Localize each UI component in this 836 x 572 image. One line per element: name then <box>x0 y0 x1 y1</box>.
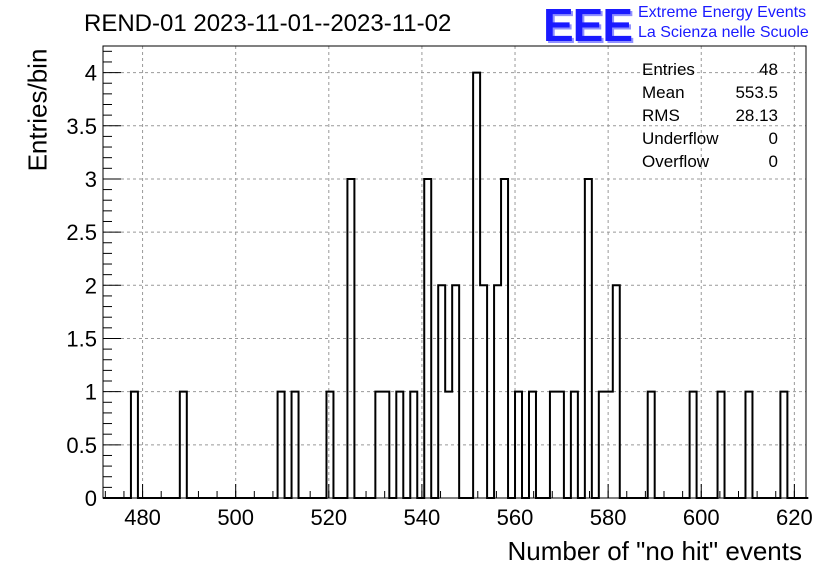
stat-label: Underflow <box>642 129 719 148</box>
stat-label: Entries <box>642 60 695 79</box>
stat-label: Overflow <box>642 152 710 171</box>
stat-value: 0 <box>768 129 778 148</box>
y-tick-label: 1.5 <box>66 326 97 351</box>
x-tick-label: 580 <box>590 505 627 530</box>
x-tick-label: 560 <box>497 505 534 530</box>
y-tick-label: 3 <box>85 167 97 192</box>
y-tick-label: 2.5 <box>66 220 97 245</box>
y-tick-label: 4 <box>85 61 97 86</box>
stat-value: 0 <box>768 152 778 171</box>
plot-frame <box>102 45 807 499</box>
x-axis-label: Number of "no hit" events <box>507 536 803 566</box>
stat-value: 553.5 <box>735 83 778 102</box>
y-axis-label: Entries/bin <box>22 48 53 172</box>
x-tick-label: 540 <box>404 505 441 530</box>
eee-logo: EEE <box>543 0 633 51</box>
y-tick-label: 0 <box>85 486 97 511</box>
y-tick-label: 0.5 <box>66 433 97 458</box>
stat-label: Mean <box>642 83 685 102</box>
x-tick-label: 480 <box>124 505 161 530</box>
x-tick-label: 500 <box>217 505 254 530</box>
x-tick-label: 620 <box>776 505 813 530</box>
x-tick-label: 520 <box>310 505 347 530</box>
y-tick-label: 2 <box>85 273 97 298</box>
stat-value: 48 <box>759 60 778 79</box>
chart-title: REND-01 2023-11-01--2023-11-02 <box>84 10 452 37</box>
y-tick-label: 1 <box>85 380 97 405</box>
stat-label: RMS <box>642 106 680 125</box>
logo-line-2: La Scienza nelle Scuole <box>638 24 809 41</box>
logo-line-1: Extreme Energy Events <box>638 4 807 21</box>
histogram-line <box>103 71 809 499</box>
x-tick-label: 600 <box>683 505 720 530</box>
stat-value: 28.13 <box>735 106 778 125</box>
y-tick-label: 3.5 <box>66 114 97 139</box>
